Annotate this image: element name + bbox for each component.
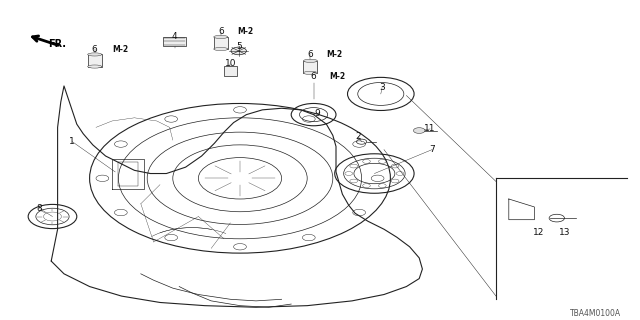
Text: 4: 4	[172, 32, 177, 41]
Ellipse shape	[303, 71, 317, 75]
Text: 2: 2	[356, 132, 361, 141]
Text: 13: 13	[559, 228, 570, 237]
Bar	[224, 66, 237, 76]
Text: M-2: M-2	[330, 72, 346, 81]
Circle shape	[231, 47, 246, 55]
Text: TBA4M0100A: TBA4M0100A	[570, 309, 621, 318]
Text: 1: 1	[70, 137, 75, 146]
Text: 8: 8	[37, 204, 42, 213]
Text: 6: 6	[92, 45, 97, 54]
Ellipse shape	[214, 47, 228, 51]
Text: 6: 6	[311, 72, 316, 81]
Text: FR.: FR.	[48, 39, 66, 49]
Bar	[303, 61, 317, 73]
Circle shape	[413, 128, 425, 133]
Ellipse shape	[88, 53, 102, 56]
Text: M-2: M-2	[326, 50, 342, 59]
Text: 10: 10	[225, 59, 236, 68]
Bar	[214, 37, 228, 49]
Ellipse shape	[303, 59, 317, 62]
Text: 5: 5	[236, 42, 241, 51]
Text: 12: 12	[533, 228, 545, 237]
Text: 3: 3	[380, 83, 385, 92]
Text: 6: 6	[308, 50, 313, 59]
Text: 11: 11	[424, 124, 436, 133]
Text: M-2: M-2	[237, 27, 253, 36]
Ellipse shape	[214, 35, 228, 38]
Text: M-2: M-2	[112, 45, 128, 54]
Ellipse shape	[88, 65, 102, 68]
Text: 7: 7	[429, 145, 435, 154]
Text: 9: 9	[314, 108, 319, 117]
Text: 6: 6	[218, 27, 223, 36]
Bar	[88, 54, 102, 67]
Bar	[163, 36, 186, 46]
